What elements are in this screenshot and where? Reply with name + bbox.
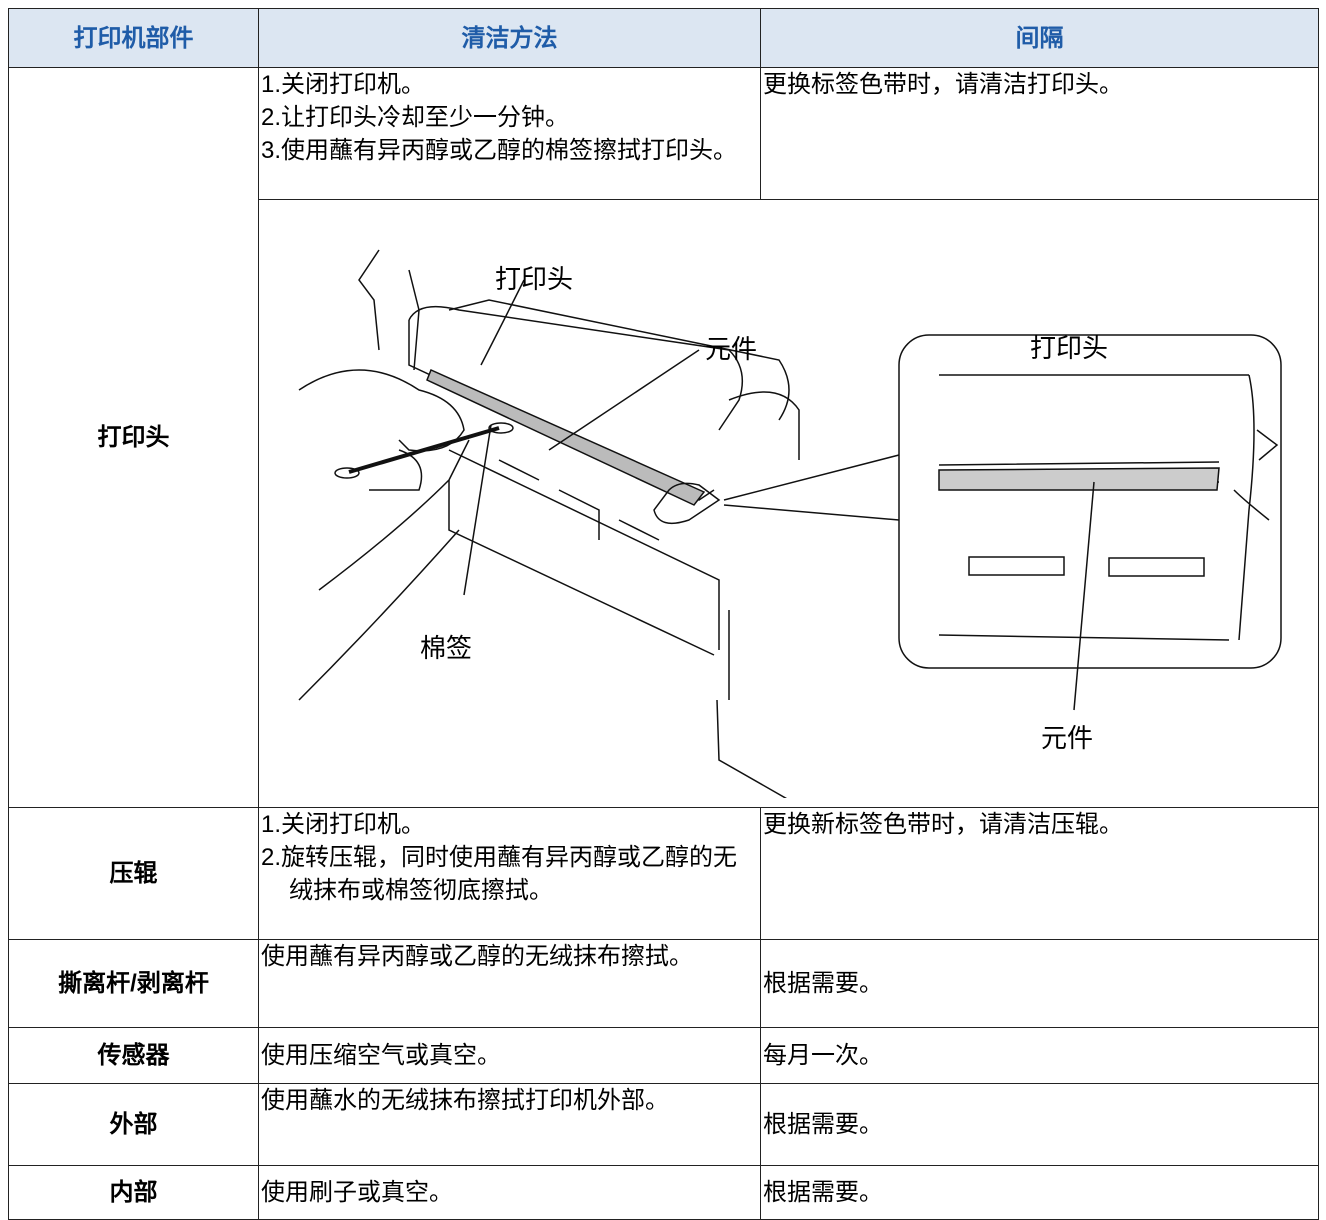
method-line: 1.关闭打印机。 [261,71,426,98]
method-line: 2.让打印头冷却至少一分钟。 [261,104,570,131]
interval-cell: 根据需要。 [760,1083,1319,1166]
printhead-drawing [298,249,1282,801]
interval-cell: 更换新标签色带时，请清洁压辊。 [760,807,1319,940]
cleaning-table: 打印机部件 清洁方法 间隔 打印头 1.关闭打印机。 2.让打印头冷却至少一分钟… [8,8,1319,1220]
row: 传感器 使用压缩空气或真空。 每月一次。 [8,1027,1319,1084]
row: 打印头 1.关闭打印机。 2.让打印头冷却至少一分钟。 3.使用蘸有异丙醇或乙醇… [8,67,1319,808]
part-cell: 撕离杆/剥离杆 [8,939,259,1028]
interval-cell: 根据需要。 [760,1165,1319,1220]
illustration: 打印头 元件 棉签 打印头 元件 [298,249,1282,801]
figure-label: 打印头 [495,264,573,294]
part-cell: 外部 [8,1083,259,1166]
header-cell: 间隔 [760,8,1319,68]
method-line: 3.使用蘸有异丙醇或乙醇的棉签擦拭打印头。 [261,137,738,164]
method-cell: 1.关闭打印机。 2.旋转压辊，同时使用蘸有异丙醇或乙醇的无绒抹布或棉签彻底擦拭… [258,807,761,940]
figure-label: 打印头 [1030,333,1108,363]
header-cell: 打印机部件 [8,8,259,68]
part-cell: 传感器 [8,1027,259,1084]
row: 撕离杆/剥离杆 使用蘸有异丙醇或乙醇的无绒抹布擦拭。 根据需要。 [8,939,1319,1028]
method-cell: 使用刷子或真空。 [258,1165,761,1220]
part-cell: 内部 [8,1165,259,1220]
figure-cell: 打印头 元件 棉签 打印头 元件 [258,199,1319,808]
part-cell: 打印头 [8,67,259,808]
row: 压辊 1.关闭打印机。 2.旋转压辊，同时使用蘸有异丙醇或乙醇的无绒抹布或棉签彻… [8,807,1319,940]
interval-cell: 更换标签色带时，请清洁打印头。 [760,67,1319,200]
method-line: 1.关闭打印机。 [261,811,426,838]
interval-cell: 每月一次。 [760,1027,1319,1084]
method-cell: 使用蘸有异丙醇或乙醇的无绒抹布擦拭。 [258,939,761,1028]
header-cell: 清洁方法 [258,8,761,68]
figure-label: 棉签 [420,633,472,663]
method-cell: 1.关闭打印机。 2.让打印头冷却至少一分钟。 3.使用蘸有异丙醇或乙醇的棉签擦… [258,67,761,200]
figure-label: 元件 [1041,723,1093,753]
part-cell: 压辊 [8,807,259,940]
figure-label: 元件 [705,334,757,364]
method-line: 2.旋转压辊，同时使用蘸有异丙醇或乙醇的无绒抹布或棉签彻底擦拭。 [261,844,738,904]
row: 内部 使用刷子或真空。 根据需要。 [8,1165,1319,1220]
method-cell: 使用压缩空气或真空。 [258,1027,761,1084]
interval-cell: 根据需要。 [760,939,1319,1028]
row: 外部 使用蘸水的无绒抹布擦拭打印机外部。 根据需要。 [8,1083,1319,1166]
figure-row: 打印头 元件 棉签 打印头 元件 [9,199,1319,808]
method-cell: 使用蘸水的无绒抹布擦拭打印机外部。 [258,1083,761,1166]
header-row: 打印机部件 清洁方法 间隔 [8,8,1319,68]
